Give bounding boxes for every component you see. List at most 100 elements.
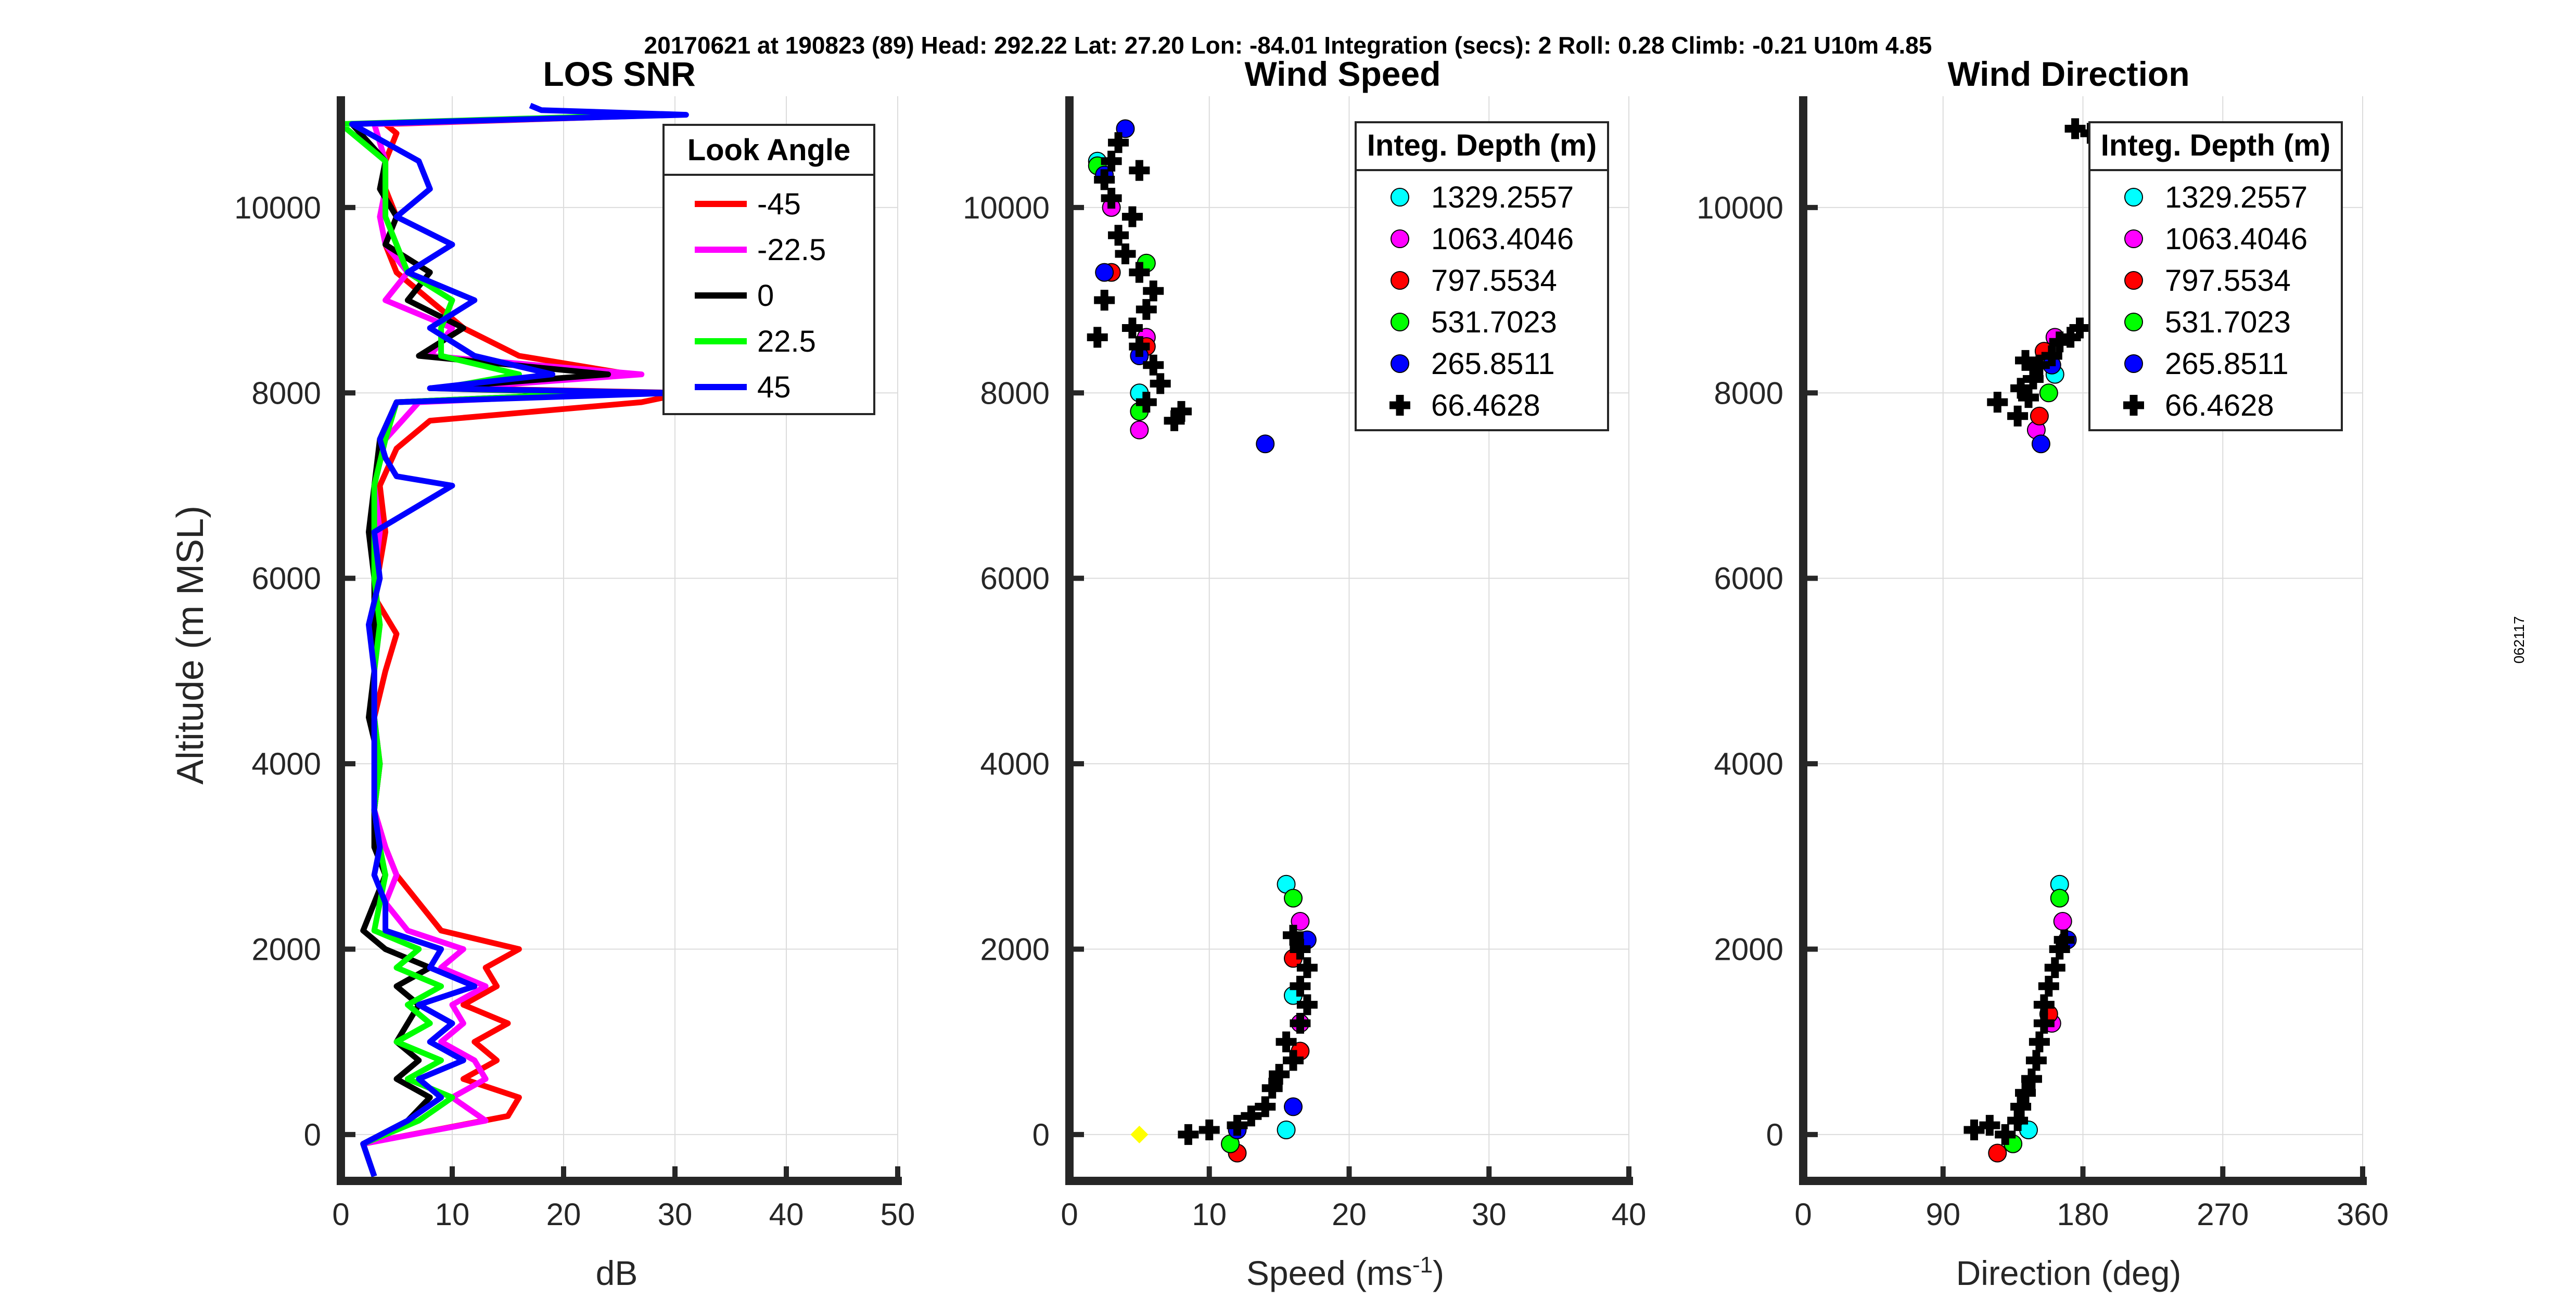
data-point bbox=[1255, 1096, 1276, 1117]
data-point bbox=[1094, 290, 1115, 311]
x-tick-label: 0 bbox=[1061, 1197, 1078, 1232]
legend-title: Look Angle bbox=[687, 133, 851, 167]
plot-area bbox=[341, 102, 689, 1177]
series-group bbox=[1963, 118, 2101, 1163]
panel-los-snr: LOS SNR Altitude (m MSL) dB 0 10 20 30 40 50 0… bbox=[170, 55, 915, 1292]
legend-swatch bbox=[1391, 229, 1409, 248]
data-point bbox=[1121, 206, 1143, 227]
data-point bbox=[1277, 1120, 1296, 1139]
x-tick-label: 360 bbox=[2337, 1197, 2389, 1232]
y-tick-label: 4000 bbox=[1714, 747, 1783, 781]
data-point bbox=[1094, 169, 1115, 190]
legend-label: 265.8511 bbox=[2165, 347, 2289, 381]
x-axis-label-end: ) bbox=[1433, 1254, 1444, 1292]
data-point bbox=[1129, 262, 1150, 283]
legend-label: 265.8511 bbox=[1431, 347, 1555, 381]
data-point bbox=[2031, 434, 2050, 454]
data-point bbox=[2021, 1068, 2042, 1089]
data-point bbox=[1121, 317, 1143, 339]
data-point bbox=[1987, 392, 2008, 413]
legend-swatch bbox=[1391, 354, 1409, 373]
legend: Integ. Depth (m) 1329.2557 1063.4046 797.55… bbox=[1355, 121, 1609, 431]
data-point bbox=[1115, 243, 1136, 264]
data-point bbox=[1284, 1097, 1303, 1116]
legend-swatch bbox=[1391, 313, 1409, 331]
data-point bbox=[1283, 924, 1304, 946]
legend-label: 797.5534 bbox=[1431, 264, 1557, 298]
y-tick-label: 2000 bbox=[980, 932, 1050, 967]
legend-swatch bbox=[2124, 313, 2143, 331]
legend-label: -45 bbox=[757, 187, 801, 221]
data-point bbox=[2039, 383, 2058, 403]
data-point bbox=[2069, 317, 2090, 339]
data-point bbox=[2022, 368, 2044, 390]
x-tick-label: 30 bbox=[1472, 1197, 1507, 1232]
y-tick-label: 2000 bbox=[252, 932, 321, 967]
data-point bbox=[1290, 938, 1311, 960]
legend-label: 1329.2557 bbox=[1431, 181, 1574, 214]
data-point bbox=[2038, 975, 2059, 997]
side-date-stamp: 062117 bbox=[2511, 616, 2527, 663]
data-point bbox=[1995, 1124, 2016, 1145]
data-point bbox=[1108, 225, 1129, 246]
panel-title: LOS SNR bbox=[543, 55, 695, 93]
y-tick-label: 8000 bbox=[1714, 376, 1783, 410]
plot-area bbox=[1087, 119, 1318, 1163]
data-point bbox=[1284, 889, 1303, 908]
data-point bbox=[2033, 1013, 2055, 1034]
x-tick-label: 90 bbox=[1925, 1197, 1960, 1232]
series-group bbox=[1087, 119, 1318, 1163]
legend-swatch bbox=[2124, 229, 2143, 248]
data-point bbox=[1296, 957, 1318, 979]
data-point bbox=[2044, 957, 2065, 979]
legend-label: 45 bbox=[757, 370, 791, 404]
data-point bbox=[2054, 929, 2075, 950]
legend-label: 22.5 bbox=[757, 325, 816, 358]
legend-swatch bbox=[1391, 188, 1409, 207]
legend-swatch bbox=[1389, 395, 1410, 416]
data-point bbox=[1276, 1031, 1297, 1052]
y-tick-label: 4000 bbox=[980, 747, 1050, 781]
data-point bbox=[1171, 401, 1192, 422]
data-point bbox=[1150, 373, 1171, 394]
series-group bbox=[341, 102, 689, 1177]
data-point bbox=[2015, 350, 2036, 371]
data-point bbox=[1095, 263, 1114, 282]
data-point bbox=[1269, 1064, 1290, 1085]
y-tick-label: 10000 bbox=[234, 190, 321, 225]
x-axis-label: Speed (ms-1) bbox=[1246, 1252, 1444, 1292]
panel-wind-speed: Wind Speed Speed (ms-1) 0 10 20 30 40 0 2000 40… bbox=[963, 55, 1646, 1292]
legend: Integ. Depth (m) 1329.2557 1063.4046 797.55… bbox=[2088, 121, 2343, 431]
data-point bbox=[1129, 336, 1150, 357]
x-axis-label: Direction (deg) bbox=[1956, 1254, 2182, 1292]
data-point bbox=[2033, 994, 2055, 1015]
x-tick-label: 180 bbox=[2057, 1197, 2109, 1232]
data-point bbox=[1241, 1105, 1262, 1127]
legend-label: 531.7023 bbox=[2165, 305, 2291, 339]
x-tick-label: 270 bbox=[2197, 1197, 2249, 1232]
y-tick-label: 8000 bbox=[252, 376, 321, 410]
data-point bbox=[1290, 1013, 1311, 1034]
legend-swatch bbox=[2124, 188, 2143, 207]
legend-swatch bbox=[2124, 271, 2143, 290]
x-axis-label: dB bbox=[596, 1254, 638, 1292]
data-point bbox=[2010, 1096, 2032, 1117]
data-point bbox=[1227, 1115, 1248, 1136]
y-tick-label: 6000 bbox=[980, 561, 1050, 596]
x-tick-label: 20 bbox=[1332, 1197, 1367, 1232]
legend-swatch bbox=[2123, 395, 2144, 416]
panel-title: Wind Speed bbox=[1244, 55, 1440, 93]
data-point bbox=[2049, 331, 2070, 353]
plot-area bbox=[1963, 118, 2101, 1163]
legend-swatch bbox=[1391, 271, 1409, 290]
x-tick-label: 40 bbox=[769, 1197, 804, 1232]
data-point bbox=[1178, 1124, 1199, 1145]
legend-label: 531.7023 bbox=[1431, 305, 1557, 339]
y-tick-label: 2000 bbox=[1714, 932, 1783, 967]
legend-label: -22.5 bbox=[757, 233, 826, 267]
data-point bbox=[1108, 132, 1129, 153]
data-point bbox=[1136, 299, 1157, 320]
panel-wind-direction: Wind Direction Direction (deg) 0 90 180 270… bbox=[1697, 55, 2389, 1292]
data-point bbox=[2015, 1082, 2036, 1103]
data-point bbox=[1283, 1050, 1304, 1071]
